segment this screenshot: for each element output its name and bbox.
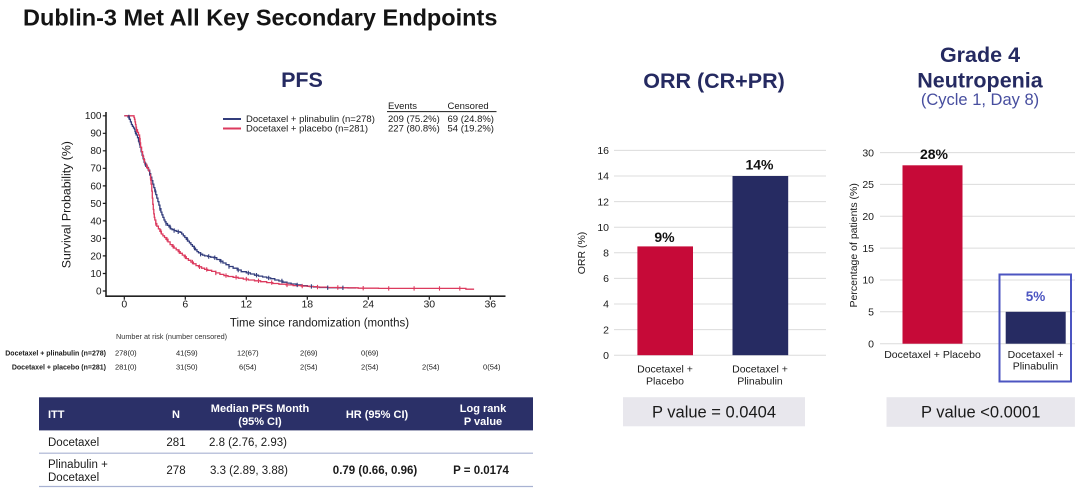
svg-text:18: 18 (301, 299, 313, 311)
svg-text:20: 20 (90, 251, 102, 262)
svg-text:Dublin-3 Met All Key Secondary: Dublin-3 Met All Key Secondary Endpoints (23, 5, 497, 31)
svg-text:28%: 28% (920, 146, 949, 162)
svg-text:3.3 (2.89, 3.88): 3.3 (2.89, 3.88) (210, 465, 288, 477)
svg-text:ORR (CR+PR): ORR (CR+PR) (643, 69, 785, 93)
svg-text:HR (95% CI): HR (95% CI) (346, 409, 409, 421)
svg-text:10: 10 (597, 222, 609, 234)
svg-text:PFS: PFS (281, 68, 323, 92)
svg-text:8: 8 (603, 248, 609, 260)
svg-text:(Cycle 1, Day 8): (Cycle 1, Day 8) (921, 91, 1039, 109)
svg-text:0(69): 0(69) (361, 349, 379, 358)
svg-text:16: 16 (597, 145, 609, 157)
svg-text:50: 50 (90, 199, 102, 210)
svg-text:6: 6 (603, 273, 609, 285)
svg-text:ITT: ITT (48, 409, 65, 421)
svg-text:2(69): 2(69) (300, 349, 318, 358)
svg-text:60: 60 (90, 181, 102, 192)
svg-text:4: 4 (603, 299, 609, 311)
svg-text:0: 0 (121, 299, 127, 311)
svg-text:40: 40 (90, 216, 102, 227)
svg-text:30: 30 (423, 299, 435, 311)
svg-text:100: 100 (85, 111, 102, 122)
svg-text:227 (80.8%): 227 (80.8%) (388, 124, 440, 135)
svg-text:Docetaxel + Placebo: Docetaxel + Placebo (884, 349, 981, 361)
svg-text:278(0): 278(0) (115, 349, 137, 358)
svg-text:Survival Probability (%): Survival Probability (%) (60, 141, 74, 268)
svg-text:Plinabulin +: Plinabulin + (48, 459, 108, 471)
svg-text:Grade 4: Grade 4 (940, 43, 1020, 67)
svg-text:20: 20 (862, 211, 874, 223)
svg-text:Neutropenia: Neutropenia (917, 69, 1043, 93)
svg-text:10: 10 (90, 269, 102, 280)
svg-text:Placebo: Placebo (646, 376, 684, 388)
svg-text:Censored: Censored (448, 101, 489, 112)
svg-text:12: 12 (240, 299, 252, 311)
svg-text:36: 36 (484, 299, 496, 311)
svg-text:Plinabulin: Plinabulin (737, 376, 783, 388)
svg-text:5%: 5% (1026, 289, 1046, 304)
svg-text:(95% CI): (95% CI) (238, 416, 282, 428)
svg-text:24: 24 (362, 299, 374, 311)
svg-text:P value: P value (464, 416, 502, 428)
svg-text:6(54): 6(54) (239, 363, 257, 372)
svg-text:Docetaxel +: Docetaxel + (732, 364, 788, 376)
svg-text:N: N (172, 409, 180, 421)
svg-text:6: 6 (182, 299, 188, 311)
svg-text:2.8 (2.76, 2.93): 2.8 (2.76, 2.93) (209, 437, 287, 449)
svg-text:0: 0 (868, 338, 874, 350)
svg-text:Log rank: Log rank (460, 403, 507, 415)
svg-text:Percentage of patients (%): Percentage of patients (%) (848, 183, 860, 307)
svg-text:281: 281 (166, 437, 185, 449)
svg-text:70: 70 (90, 164, 102, 175)
svg-text:P value <0.0001: P value <0.0001 (921, 404, 1040, 422)
svg-text:25: 25 (862, 179, 874, 191)
svg-text:2: 2 (603, 324, 609, 336)
svg-text:Docetaxel +: Docetaxel + (637, 364, 693, 376)
svg-text:Time since randomization (mont: Time since randomization (months) (230, 318, 409, 330)
svg-text:30: 30 (90, 234, 102, 245)
svg-text:Docetaxel + placebo (n=281): Docetaxel + placebo (n=281) (246, 124, 368, 135)
svg-text:2(54): 2(54) (422, 363, 440, 372)
svg-text:P = 0.0174: P = 0.0174 (453, 465, 509, 477)
svg-text:278: 278 (166, 465, 185, 477)
svg-text:0: 0 (603, 350, 609, 362)
svg-text:Docetaxel + plinabulin (n=278): Docetaxel + plinabulin (n=278) (246, 114, 375, 125)
svg-text:69 (24.8%): 69 (24.8%) (448, 114, 494, 125)
svg-text:14: 14 (597, 171, 609, 183)
svg-text:Docetaxel + plinabulin (n=278): Docetaxel + plinabulin (n=278) (5, 351, 106, 358)
svg-text:9%: 9% (654, 229, 675, 245)
svg-text:5: 5 (868, 307, 874, 319)
svg-text:Events: Events (388, 101, 417, 112)
svg-text:31(50): 31(50) (176, 363, 198, 372)
svg-text:2(54): 2(54) (300, 363, 318, 372)
svg-text:Number at risk (number censore: Number at risk (number censored) (116, 332, 227, 341)
svg-text:Docetaxel +: Docetaxel + (1008, 349, 1064, 361)
svg-text:90: 90 (90, 129, 102, 140)
svg-text:Docetaxel + placebo (n=281): Docetaxel + placebo (n=281) (12, 365, 106, 372)
svg-text:Median PFS Month: Median PFS Month (211, 403, 310, 415)
svg-text:12: 12 (597, 196, 609, 208)
svg-text:ORR (%): ORR (%) (576, 232, 588, 275)
svg-text:15: 15 (862, 243, 874, 255)
svg-text:209 (75.2%): 209 (75.2%) (388, 114, 440, 125)
svg-text:12(67): 12(67) (237, 349, 259, 358)
svg-text:80: 80 (90, 146, 102, 157)
svg-text:0(54): 0(54) (483, 363, 501, 372)
svg-text:2(54): 2(54) (361, 363, 379, 372)
svg-text:30: 30 (862, 147, 874, 159)
svg-text:41(59): 41(59) (176, 349, 198, 358)
svg-text:14%: 14% (745, 157, 774, 173)
svg-text:0.79 (0.66, 0.96): 0.79 (0.66, 0.96) (333, 465, 418, 477)
svg-text:10: 10 (862, 275, 874, 287)
svg-text:Docetaxel: Docetaxel (48, 437, 99, 449)
svg-text:Docetaxel: Docetaxel (48, 472, 99, 484)
svg-text:P value = 0.0404: P value = 0.0404 (652, 404, 776, 422)
svg-text:281(0): 281(0) (115, 363, 137, 372)
svg-text:54 (19.2%): 54 (19.2%) (448, 124, 494, 135)
svg-text:0: 0 (96, 286, 102, 297)
svg-text:Plinabulin: Plinabulin (1013, 361, 1059, 373)
